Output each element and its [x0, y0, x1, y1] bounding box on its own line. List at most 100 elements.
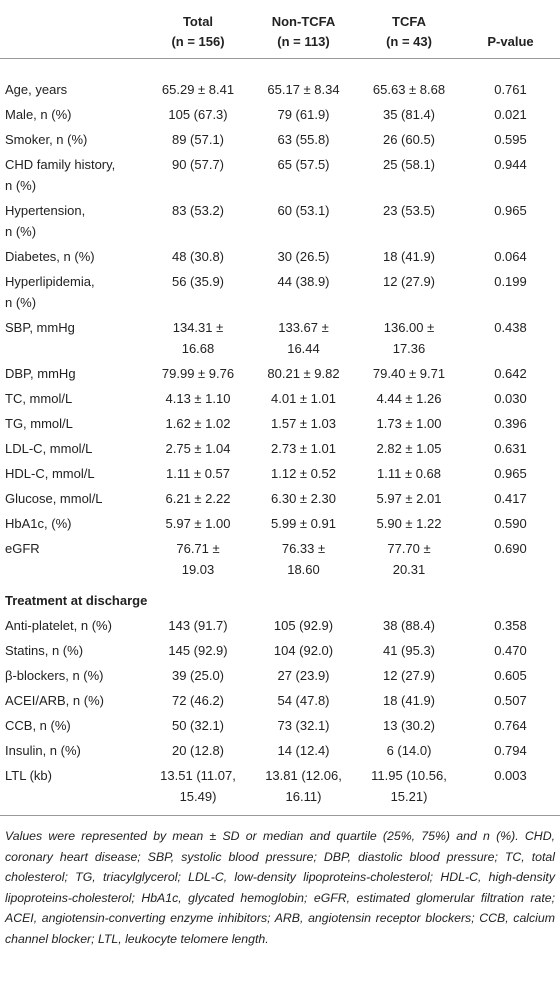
table-row: Anti-platelet, n (%) 143 (91.7) 105 (92.9)… [0, 613, 560, 638]
row-label: β-blockers, n (%) [5, 668, 104, 683]
cell: 4.13 ± 1.10 [165, 391, 231, 406]
cell: 0.595 [494, 132, 527, 147]
cell: 1.62 ± 1.02 [165, 416, 231, 431]
row-label: Glucose, mmol/L [5, 491, 103, 506]
cell: 77.70 ± 20.31 [387, 541, 431, 577]
table-row: HDL-C, mmol/L 1.11 ± 0.57 1.12 ± 0.52 1.11 … [0, 461, 560, 486]
cell: 41 (95.3) [382, 643, 436, 658]
cell: 23 (53.5) [382, 203, 436, 218]
row-label: SBP, mmHg [5, 320, 75, 335]
cell: 2.82 ± 1.05 [376, 441, 442, 456]
cell: 0.690 [494, 541, 527, 556]
cell: 134.31 ± 16.68 [172, 320, 224, 356]
cell: 1.57 ± 1.03 [271, 416, 336, 431]
cell: 5.97 ± 1.00 [165, 516, 231, 531]
cell: 39 (25.0) [171, 668, 225, 683]
cell: 0.642 [494, 366, 527, 381]
cell: 0.064 [494, 249, 527, 264]
table-body: Age, years 65.29 ± 8.41 65.17 ± 8.34 65.63 … [0, 59, 560, 816]
cell: 25 (58.1) [382, 157, 436, 172]
cell: 83 (53.2) [171, 203, 225, 218]
cell: 11.95 (10.56, 15.21) [371, 768, 447, 804]
table-row: LDL-C, mmol/L 2.75 ± 1.04 2.73 ± 1.01 2.82 … [0, 436, 560, 461]
cell: 56 (35.9) [171, 274, 225, 289]
cell: 0.199 [494, 274, 527, 289]
cell: 30 (26.5) [277, 249, 330, 264]
cell: 143 (91.7) [168, 618, 228, 633]
section-row: Treatment at discharge [0, 582, 560, 613]
row-label: Hyperlipidemia, n (%) [5, 274, 95, 310]
cell: 89 (57.1) [171, 132, 225, 147]
cell: 38 (88.4) [382, 618, 436, 633]
row-label: eGFR [5, 541, 40, 556]
row-label: Insulin, n (%) [5, 743, 81, 758]
table-row: Statins, n (%) 145 (92.9) 104 (92.0) 41 (95… [0, 638, 560, 663]
cell: 0.605 [494, 668, 527, 683]
cell: 136.00 ± 17.36 [383, 320, 435, 356]
cell: 12 (27.9) [382, 274, 436, 289]
header-cell [0, 0, 146, 59]
cell: 13.81 (12.06, 16.11) [265, 768, 342, 804]
table-row: CCB, n (%) 50 (32.1) 73 (32.1) 13 (30.2) 0.7… [0, 713, 560, 738]
cell: 5.90 ± 1.22 [376, 516, 442, 531]
cell: 105 (92.9) [273, 618, 334, 633]
cell: 0.631 [494, 441, 527, 456]
table-row: ACEI/ARB, n (%) 72 (46.2) 54 (47.8) 18 (41.… [0, 688, 560, 713]
cell: 48 (30.8) [171, 249, 225, 264]
row-label: TC, mmol/L [5, 391, 73, 406]
cell: 5.97 ± 2.01 [376, 491, 442, 506]
row-label: HbA1c, (%) [5, 516, 72, 531]
cell: 80.21 ± 9.82 [267, 366, 340, 381]
cell: 65.63 ± 8.68 [372, 82, 446, 97]
table-row: SBP, mmHg 134.31 ± 16.68 133.67 ± 16.44 136… [0, 315, 560, 361]
cell: 0.438 [494, 320, 527, 335]
cell: 0.965 [494, 203, 527, 218]
cell: 133.67 ± 16.44 [278, 320, 329, 356]
table-row: Insulin, n (%) 20 (12.8) 14 (12.4) 6 (14.0)… [0, 738, 560, 763]
header-cell: Total (n = 156) [171, 14, 225, 49]
cell: 5.99 ± 0.91 [271, 516, 336, 531]
cell: 1.11 ± 0.57 [166, 466, 230, 481]
row-label: DBP, mmHg [5, 366, 76, 381]
cell: 44 (38.9) [277, 274, 330, 289]
row-label: Diabetes, n (%) [5, 249, 95, 264]
cell: 0.470 [494, 643, 527, 658]
cell: 6.21 ± 2.22 [165, 491, 231, 506]
cell: 90 (57.7) [171, 157, 225, 172]
cell: 2.73 ± 1.01 [271, 441, 336, 456]
cell: 6.30 ± 2.30 [271, 491, 336, 506]
cell: 4.44 ± 1.26 [376, 391, 442, 406]
table-row: DBP, mmHg 79.99 ± 9.76 80.21 ± 9.82 79.40 ±… [0, 361, 560, 386]
table-row: TG, mmol/L 1.62 ± 1.02 1.57 ± 1.03 1.73 ± 1… [0, 411, 560, 436]
header-row: Total (n = 156) Non-TCFA (n = 113) TCFA (n… [0, 0, 560, 59]
cell: 0.764 [494, 718, 527, 733]
footnote: Values were represented by mean ± SD or … [5, 829, 555, 946]
cell: 79 (61.9) [277, 107, 330, 122]
cell: 0.944 [494, 157, 527, 172]
cell: 12 (27.9) [382, 668, 436, 683]
row-label: TG, mmol/L [5, 416, 73, 431]
row-label: CHD family history, n (%) [5, 157, 116, 193]
cell: 0.030 [494, 391, 527, 406]
header-cell: P-value [487, 34, 534, 49]
section-title: Treatment at discharge [5, 593, 148, 608]
cell: 26 (60.5) [382, 132, 436, 147]
table-row: Hypertension, n (%) 83 (53.2) 60 (53.1) 23 … [0, 198, 560, 244]
cell: 0.794 [494, 743, 527, 758]
cell: 65.17 ± 8.34 [267, 82, 340, 97]
cell: 76.71 ± 19.03 [176, 541, 220, 577]
cell: 13 (30.2) [382, 718, 436, 733]
row-label: Anti-platelet, n (%) [5, 618, 112, 633]
table-row: Hyperlipidemia, n (%) 56 (35.9) 44 (38.9) 1… [0, 269, 560, 315]
row-label: LTL (kb) [5, 768, 52, 783]
cell: 73 (32.1) [277, 718, 330, 733]
cell: 0.021 [494, 107, 527, 122]
cell: 0.761 [494, 82, 527, 97]
cell: 79.40 ± 9.71 [372, 366, 446, 381]
table-row: TC, mmol/L 4.13 ± 1.10 4.01 ± 1.01 4.44 ± 1… [0, 386, 560, 411]
cell: 6 (14.0) [386, 743, 432, 758]
row-label: Hypertension, n (%) [5, 203, 86, 239]
row-label: Smoker, n (%) [5, 132, 88, 147]
data-table: Total (n = 156) Non-TCFA (n = 113) TCFA (n… [0, 0, 560, 816]
